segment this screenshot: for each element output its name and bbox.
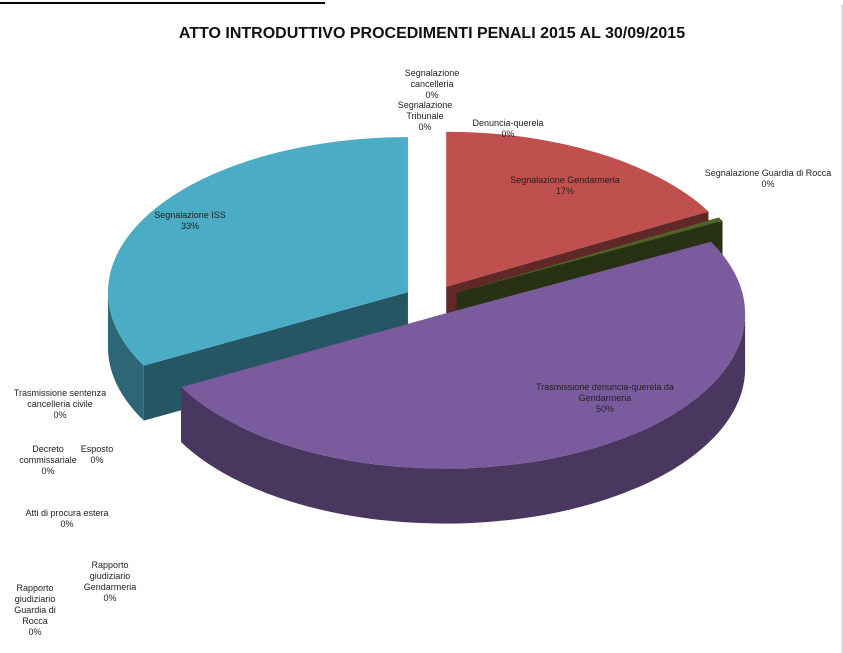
category-name: Decreto commissariale	[19, 444, 77, 465]
value-label: 33%	[180, 221, 199, 231]
category-name: Atti di procura estera	[25, 508, 109, 518]
value-label: 0%	[60, 519, 74, 529]
pie-slice	[446, 131, 709, 287]
slice-label: Segnalazione cancelleria 0%	[397, 68, 467, 101]
category-name: Rapporto giudiziario Guardia di Rocca	[14, 583, 56, 626]
slice-label: Trasmissione sentenza cancelleria civile…	[5, 388, 115, 421]
slice-label: Segnalazione Guardia di Rocca 0%	[668, 168, 843, 190]
slice-label: Esposto 0%	[72, 444, 122, 466]
slice-wall	[107, 292, 144, 421]
pie-slice	[107, 137, 408, 366]
slice-label: Segnalazione ISS 33%	[135, 210, 245, 232]
slice-label: Segnalazione Gendarmeria 17%	[485, 175, 645, 197]
category-name: Trasmissione denuncia-querela da Gendarm…	[536, 382, 674, 403]
category-name: Denuncia-querela	[472, 118, 544, 128]
slice-label: Decreto commissariale 0%	[13, 444, 83, 477]
value-label: 0%	[41, 466, 55, 476]
category-name: Segnalazione Guardia di Rocca	[704, 168, 832, 178]
value-label: 0%	[28, 627, 42, 637]
category-name: Segnalazione Gendarmeria	[510, 175, 620, 185]
value-label: 0%	[418, 122, 432, 132]
chart-title: ATTO INTRODUTTIVO PROCEDIMENTI PENALI 20…	[179, 25, 685, 42]
value-label: 0%	[761, 179, 775, 189]
value-label: 0%	[103, 593, 117, 603]
category-name: Esposto	[80, 444, 114, 454]
value-label: 0%	[501, 129, 515, 139]
value-label: 0%	[53, 410, 67, 420]
category-name: Segnalazione cancelleria	[404, 68, 460, 89]
value-label: 0%	[425, 90, 439, 100]
value-label: 50%	[595, 404, 614, 414]
slice-label: Rapporto giudiziario Gendarmeria 0%	[70, 560, 150, 604]
category-name: Segnalazione Tribunale	[397, 100, 453, 121]
slice-wall	[181, 313, 746, 524]
category-name: Segnalazione ISS	[154, 210, 226, 220]
slice-label: Rapporto giudiziario Guardia di Rocca 0%	[8, 583, 63, 638]
slice-label: Segnalazione Tribunale 0%	[390, 100, 460, 133]
category-name: Rapporto giudiziario Gendarmeria	[83, 560, 137, 592]
slice-label: Trasmissione denuncia-querela da Gendarm…	[515, 382, 695, 415]
category-name: Trasmissione sentenza cancelleria civile	[13, 388, 107, 409]
slice-label: Denuncia-querela 0%	[458, 118, 558, 140]
value-label: 0%	[90, 455, 104, 465]
slice-label: Atti di procura estera 0%	[2, 508, 132, 530]
pie-slice	[456, 217, 723, 293]
pie-slice	[181, 241, 746, 469]
value-label: 17%	[555, 186, 574, 196]
